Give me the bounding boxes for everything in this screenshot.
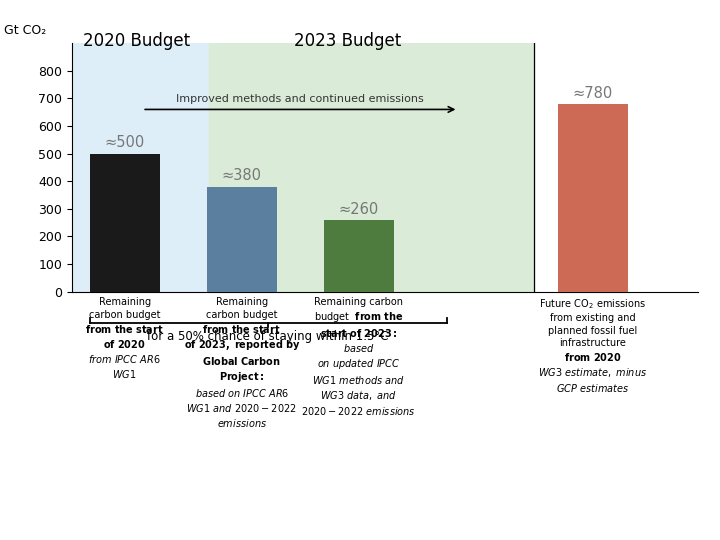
Text: Remaining
carbon budget
$\bf{from\ the\ start}$
$\bf{of\ 2023,\ reported\ by}$
$: Remaining carbon budget $\bf{from\ the\ … bbox=[184, 297, 300, 429]
Text: for a 50% chance of staying within 1.5°C: for a 50% chance of staying within 1.5°C bbox=[148, 330, 389, 343]
Text: Improved methods and continued emissions: Improved methods and continued emissions bbox=[176, 94, 424, 104]
Text: Future CO$_2$ emissions
from existing and
planned fossil fuel
infrastructure
$\b: Future CO$_2$ emissions from existing an… bbox=[539, 297, 647, 394]
Text: Gt CO₂: Gt CO₂ bbox=[4, 24, 46, 37]
Text: ≈380: ≈380 bbox=[222, 168, 262, 184]
Text: ≈500: ≈500 bbox=[104, 136, 145, 150]
Bar bbox=[72, 43, 209, 292]
Bar bbox=[207, 187, 277, 292]
Bar bbox=[89, 153, 160, 292]
Text: ≈260: ≈260 bbox=[338, 201, 379, 217]
Text: ≈780: ≈780 bbox=[573, 86, 613, 100]
Bar bbox=[324, 220, 394, 292]
Text: Remaining carbon
budget  $\bf{from\ the}$
$\bf{start\ of\ 2023:}$
$\it{based}$
$: Remaining carbon budget $\bf{from\ the}$… bbox=[302, 297, 416, 417]
Text: 2020 Budget: 2020 Budget bbox=[83, 32, 190, 50]
Text: 2023 Budget: 2023 Budget bbox=[294, 32, 401, 50]
Bar bbox=[209, 43, 534, 292]
Text: Remaining
carbon budget
$\bf{from\ the\ start}$
$\bf{of\ 2020}$
$\it{from\ IPCC\: Remaining carbon budget $\bf{from\ the\ … bbox=[86, 297, 164, 380]
Bar bbox=[558, 104, 628, 292]
